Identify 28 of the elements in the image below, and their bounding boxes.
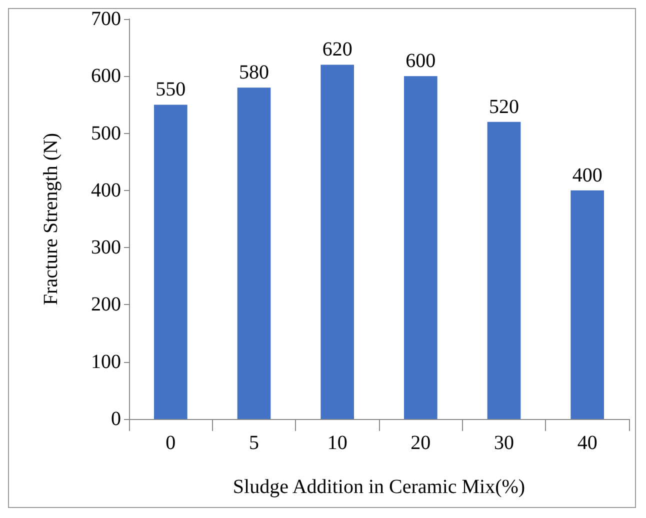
- bar: [320, 64, 354, 419]
- x-tick-label: 30: [494, 432, 514, 454]
- bar: [154, 104, 188, 419]
- y-tick-label: 200: [91, 294, 121, 316]
- x-tick-label: 5: [249, 432, 259, 454]
- data-label: 400: [572, 164, 602, 186]
- y-tick-label: 700: [91, 8, 121, 30]
- bar: [237, 88, 271, 419]
- y-tick-label: 600: [91, 65, 121, 88]
- x-axis-title: Sludge Addition in Ceramic Mix(%): [232, 476, 526, 498]
- y-tick-label: 300: [91, 236, 121, 259]
- data-label: 520: [489, 96, 519, 118]
- data-label: 620: [322, 38, 352, 61]
- x-tick-label: 40: [577, 432, 598, 454]
- data-label: 600: [406, 50, 436, 72]
- y-tick-label: 500: [91, 122, 121, 144]
- x-tick-label: 20: [410, 432, 431, 454]
- y-tick-label: 0: [111, 408, 121, 430]
- y-axis-title: Fracture Strength (N): [40, 132, 62, 306]
- x-tick-label: 10: [327, 432, 348, 454]
- y-tick-label: 400: [91, 179, 121, 202]
- bar: [570, 190, 604, 419]
- bar: [404, 76, 438, 419]
- y-tick-label: 100: [91, 350, 121, 373]
- bar: [487, 122, 521, 419]
- x-tick-label: 0: [166, 432, 176, 454]
- data-label: 550: [156, 78, 186, 101]
- data-label: 580: [239, 62, 269, 84]
